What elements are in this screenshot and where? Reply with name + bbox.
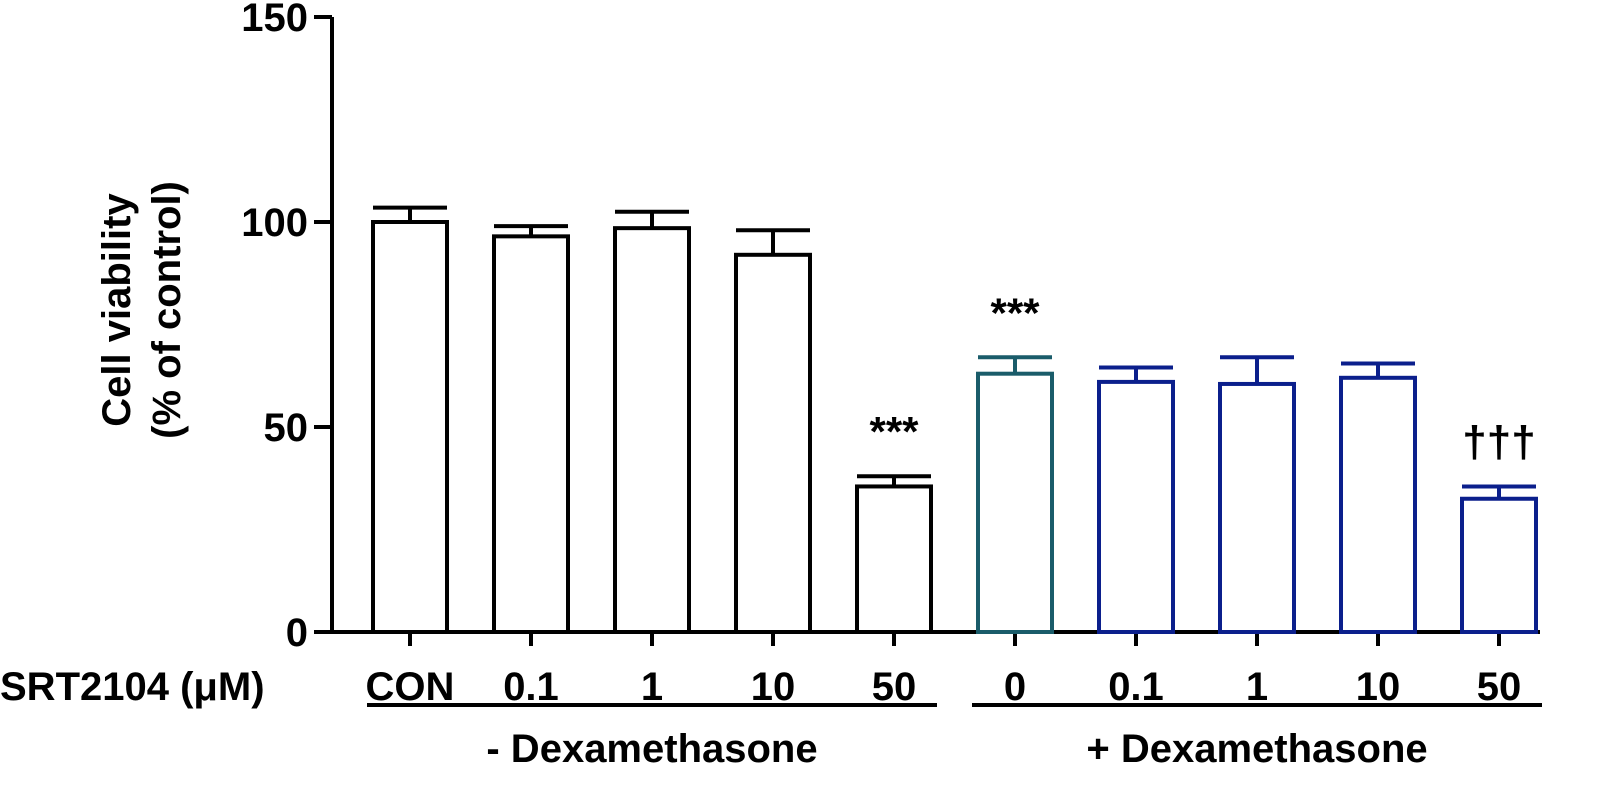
x-tick-label: 1 [641,665,663,709]
group-label: - Dexamethasone [486,727,817,771]
significance-annotation: ††† [1462,417,1535,466]
y-axis-label-line2: (% of control) [145,181,189,439]
bars [371,205,1538,635]
y-tick-label: 150 [241,0,308,40]
x-axis-prefix-label: SRT2104 (μM) [0,665,265,709]
x-tick-label: 0.1 [1108,665,1164,709]
x-tick-label: 10 [1356,665,1401,709]
bar-7 [1218,381,1296,635]
bar-9 [1460,496,1538,634]
significance-annotation: *** [990,289,1040,336]
bar-6 [1097,379,1175,634]
bar-1 [492,234,570,634]
bar-0 [371,220,449,634]
bar-5 [976,371,1054,634]
bar-2 [613,226,691,634]
bar-8 [1339,375,1417,634]
x-tick-label: 0 [1004,665,1026,709]
bar-4 [855,484,933,635]
x-tick-label: 10 [751,665,796,709]
bar-3 [734,252,812,635]
y-tick-label: 50 [264,406,309,450]
y-tick-label: 0 [286,611,308,655]
y-tick-label: 100 [241,201,308,245]
significance-annotation: *** [869,408,919,455]
x-tick-label: 50 [1477,665,1522,709]
y-axis-label: Cell viability [95,193,139,427]
group-label: + Dexamethasone [1086,727,1427,771]
x-tick-label: 50 [872,665,917,709]
x-tick-label: CON [366,665,455,709]
x-tick-label: 1 [1246,665,1268,709]
labels: 0 50 100 150 CON 0.1 1 10 50 *** 0 *** 0.1 1 10 50 ††† - … [241,0,1535,771]
x-tick-label: 0.1 [503,665,559,709]
